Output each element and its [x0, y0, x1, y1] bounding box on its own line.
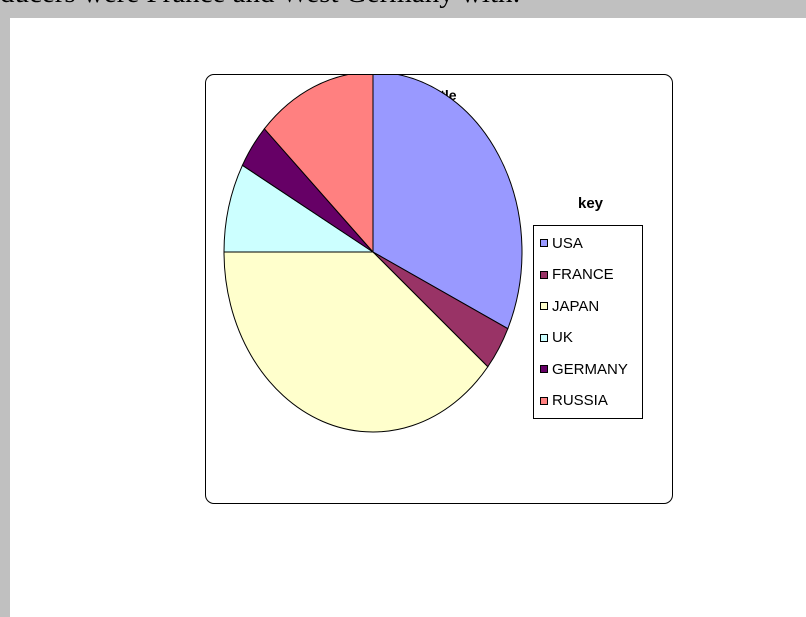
legend-label: UK — [552, 329, 573, 346]
legend-swatch — [540, 333, 548, 342]
legend-label: USA — [552, 234, 583, 252]
pie-chart — [223, 75, 523, 433]
legend-item-japan: JAPAN — [540, 297, 599, 315]
pie-slice-usa — [372, 75, 523, 330]
pie-slice-uk — [223, 164, 375, 253]
legend-swatch — [540, 365, 548, 373]
legend-label: RUSSIA — [552, 392, 608, 409]
legend-swatch — [540, 239, 548, 247]
legend: USA FRANCE JAPAN UK GERMANY RUSSIA — [533, 225, 643, 419]
pie-slice-japan — [223, 251, 489, 433]
legend-swatch — [540, 396, 548, 405]
legend-swatch — [540, 302, 548, 310]
document-text-line: ducers were France and West Germany with… — [0, 0, 806, 18]
legend-item-russia: RUSSIA — [540, 392, 608, 410]
legend-label: GERMANY — [552, 360, 628, 378]
legend-item-usa: USA — [540, 234, 583, 252]
legend-label: JAPAN — [552, 297, 600, 315]
legend-title: key — [578, 195, 604, 212]
legend-label: FRANCE — [552, 266, 614, 283]
legend-item-france: FRANCE — [540, 266, 614, 284]
pie-slice-russia — [263, 75, 374, 254]
legend-item-uk: UK — [540, 329, 573, 347]
legend-item-germany: GERMANY — [540, 360, 628, 378]
legend-swatch — [540, 270, 548, 279]
